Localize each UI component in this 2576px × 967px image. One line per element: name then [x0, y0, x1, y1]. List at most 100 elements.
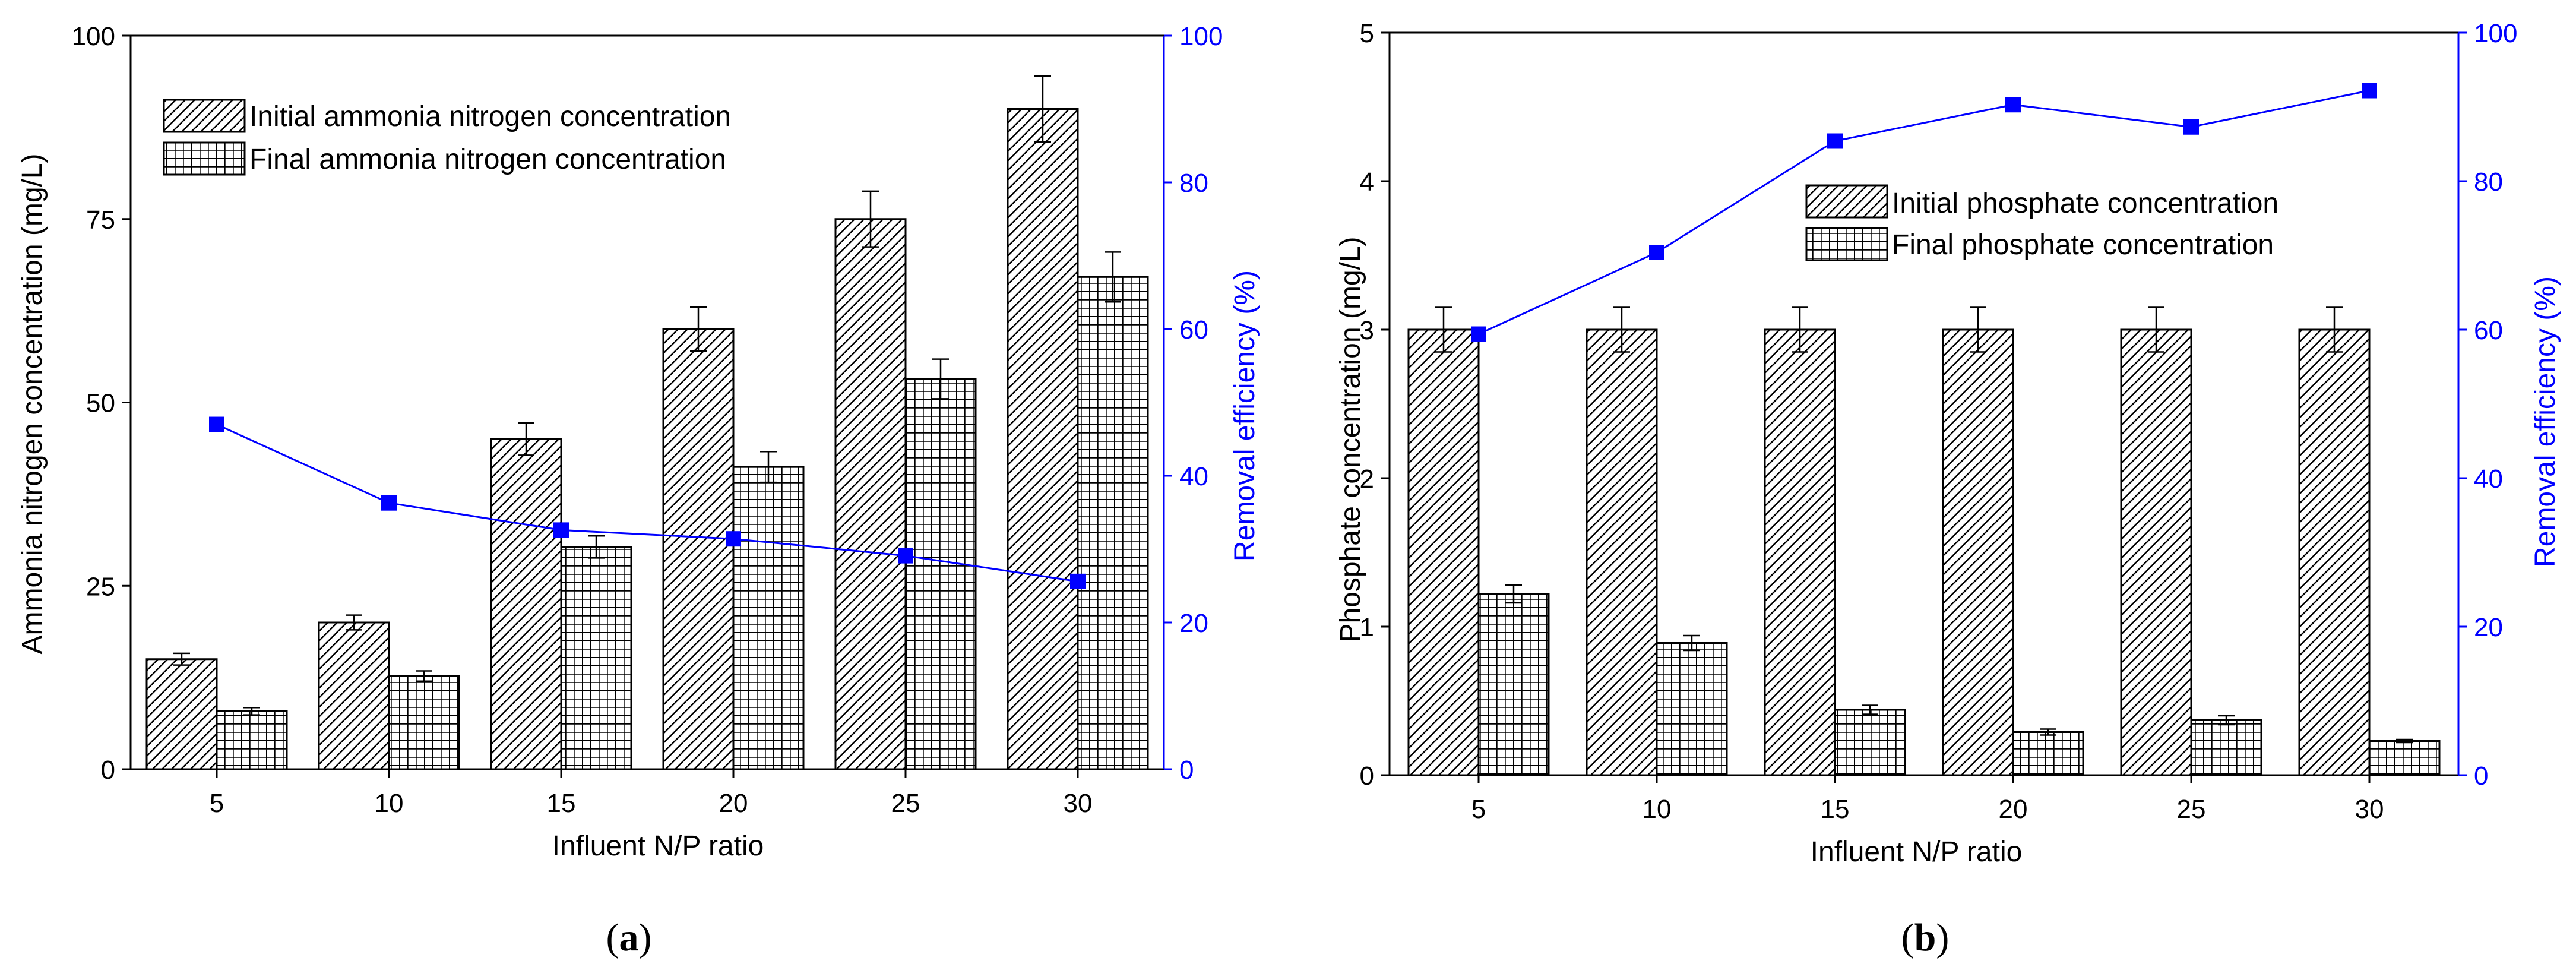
pb-removal-efficiency-point-25 — [2183, 119, 2199, 135]
panel-a-legend-swatch-initial — [163, 99, 246, 133]
pb-errorbar-initial-20 — [1970, 306, 1986, 353]
pb-y2-tick-label: 100 — [2474, 19, 2517, 48]
pa-x-tick-label: 25 — [891, 789, 920, 818]
panel-b-letter: b — [1914, 916, 1936, 959]
panel-b: 5 10 15 20 25 30 0 1 2 3 4 5 0 20 40 60 80 100 Influent… — [1335, 19, 2561, 959]
panel-b-legend-label-final: Final phosphate concentration — [1892, 229, 2274, 261]
pa-errorbar-final-20 — [760, 450, 777, 483]
panel-a-legend: Initial ammonia nitrogen concentration F… — [163, 99, 731, 176]
pa-x-tick-label: 10 — [375, 789, 404, 818]
pb-bar-initial-25 — [2120, 328, 2192, 776]
pb-x-tick-label: 30 — [2355, 795, 2384, 824]
pa-bar-final-15 — [560, 546, 632, 770]
pb-bar-initial-30 — [2298, 328, 2371, 776]
panel-a: 5 10 15 20 25 30 0 25 50 75 100 0 20 40 60 80 100 Infl… — [17, 22, 1261, 959]
pa-x-tick-label: 20 — [719, 789, 748, 818]
pb-errorbar-initial-15 — [1792, 306, 1808, 353]
panel-a-label: (a) — [606, 916, 652, 959]
pb-errorbar-initial-25 — [2148, 306, 2164, 353]
pa-x-tick-label: 30 — [1064, 789, 1093, 818]
pa-x-tick-label: 15 — [547, 789, 576, 818]
pa-errorbar-final-5 — [243, 707, 260, 716]
pa-y2-tick-label: 100 — [1179, 22, 1223, 51]
panel-b-x-axis-title: Influent N/P ratio — [1811, 836, 2023, 868]
pb-removal-efficiency-point-5 — [1471, 326, 1486, 342]
pa-removal-efficiency-point-30 — [1070, 573, 1086, 589]
pb-y-tick-label: 4 — [1360, 168, 1374, 197]
pb-bar-initial-5 — [1407, 328, 1480, 776]
pb-errorbar-initial-5 — [1435, 306, 1452, 353]
pb-bar-initial-20 — [1942, 328, 2014, 776]
pb-bar-initial-15 — [1764, 328, 1836, 776]
panel-b-legend-label-initial: Initial phosphate concentration — [1892, 188, 2278, 219]
panel-b-y2-axis-title: Removal efficiency (%) — [2530, 276, 2561, 567]
pa-bar-initial-20 — [662, 328, 735, 770]
pb-removal-efficiency-point-15 — [1827, 133, 1843, 149]
pb-bar-final-15 — [1834, 709, 1906, 776]
pb-y-tick-label: 0 — [1360, 761, 1374, 791]
pa-errorbar-final-10 — [416, 670, 432, 682]
pa-y-tick-label: 50 — [86, 389, 115, 418]
pa-errorbar-initial-20 — [690, 306, 707, 352]
pb-bar-final-30 — [2368, 740, 2441, 776]
panel-a-y-axis-title: Ammonia nitrogen concentration (mg/L) — [17, 153, 48, 654]
panel-a-y2-axis-title: Removal efficiency (%) — [1229, 270, 1261, 561]
pa-errorbar-final-30 — [1105, 251, 1121, 303]
panel-a-letter: a — [619, 916, 639, 959]
panel-b-legend-swatch-final — [1805, 227, 1888, 261]
panel-b-y-axis-title: Phosphate concentration (mg/L) — [1335, 236, 1366, 642]
pa-bar-final-5 — [216, 710, 288, 770]
pa-bar-initial-25 — [834, 218, 907, 770]
panel-b-legend: Initial phosphate concentration Final ph… — [1805, 184, 2278, 261]
pa-errorbar-initial-30 — [1034, 75, 1051, 143]
pb-y-tick-label: 5 — [1360, 19, 1374, 48]
pa-y2-tick-label: 40 — [1179, 462, 1208, 491]
pb-removal-efficiency-point-10 — [1649, 245, 1664, 260]
pb-errorbar-final-20 — [2040, 728, 2056, 736]
pa-y2-tick-label: 80 — [1179, 169, 1208, 198]
pb-y-tick-label: 3 — [1360, 316, 1374, 345]
pa-removal-efficiency-point-15 — [553, 522, 569, 538]
pb-errorbar-final-5 — [1505, 584, 1522, 604]
pb-x-tick-label: 20 — [1999, 795, 2028, 824]
pa-errorbar-initial-5 — [173, 652, 190, 666]
pb-removal-efficiency-point-20 — [2005, 97, 2021, 113]
pa-x-tick-label: 5 — [210, 789, 224, 818]
pa-y-tick-label: 0 — [101, 756, 115, 785]
pb-bar-final-10 — [1656, 642, 1728, 776]
pb-x-tick-label: 5 — [1471, 795, 1486, 824]
pb-removal-efficiency-line — [1478, 90, 2370, 335]
pa-errorbar-initial-15 — [518, 422, 534, 456]
pb-errorbar-final-30 — [2396, 738, 2413, 744]
pa-y-tick-label: 100 — [72, 22, 115, 51]
pa-removal-efficiency-point-5 — [209, 416, 224, 432]
pb-y-tick-label: 2 — [1360, 464, 1374, 494]
pb-removal-efficiency-point-30 — [2362, 83, 2377, 99]
pa-errorbar-initial-25 — [862, 190, 879, 248]
pa-errorbar-final-15 — [588, 535, 605, 559]
pa-y2-tick-label: 0 — [1179, 756, 1194, 785]
pb-y2-tick-label: 80 — [2474, 168, 2503, 197]
pb-errorbar-final-10 — [1683, 634, 1700, 652]
pa-y-tick-label: 75 — [86, 206, 115, 235]
pa-y-tick-label: 25 — [86, 572, 115, 601]
panel-b-label: (b) — [1901, 916, 1950, 959]
panel-b-legend-swatch-initial — [1805, 184, 1888, 219]
pb-y2-tick-label: 60 — [2474, 316, 2503, 345]
pb-errorbar-initial-30 — [2326, 306, 2343, 353]
pb-bar-final-5 — [1477, 593, 1550, 776]
pa-bar-initial-30 — [1007, 108, 1079, 770]
panel-a-legend-label-initial: Initial ammonia nitrogen concentration — [249, 101, 731, 132]
pb-x-tick-label: 10 — [1643, 795, 1672, 824]
pa-errorbar-initial-10 — [346, 614, 362, 631]
pb-y2-tick-label: 40 — [2474, 464, 2503, 494]
pa-errorbar-final-25 — [932, 358, 949, 400]
pb-errorbar-initial-10 — [1613, 306, 1630, 353]
pb-bar-final-20 — [2012, 731, 2084, 776]
pb-bar-final-25 — [2190, 719, 2262, 776]
pa-bar-initial-5 — [145, 658, 218, 770]
pa-bar-final-25 — [904, 378, 977, 770]
pb-errorbar-final-15 — [1862, 704, 1878, 715]
pb-x-tick-label: 25 — [2177, 795, 2206, 824]
